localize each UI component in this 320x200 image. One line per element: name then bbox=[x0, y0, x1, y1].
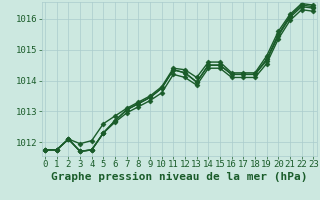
X-axis label: Graphe pression niveau de la mer (hPa): Graphe pression niveau de la mer (hPa) bbox=[51, 172, 308, 182]
